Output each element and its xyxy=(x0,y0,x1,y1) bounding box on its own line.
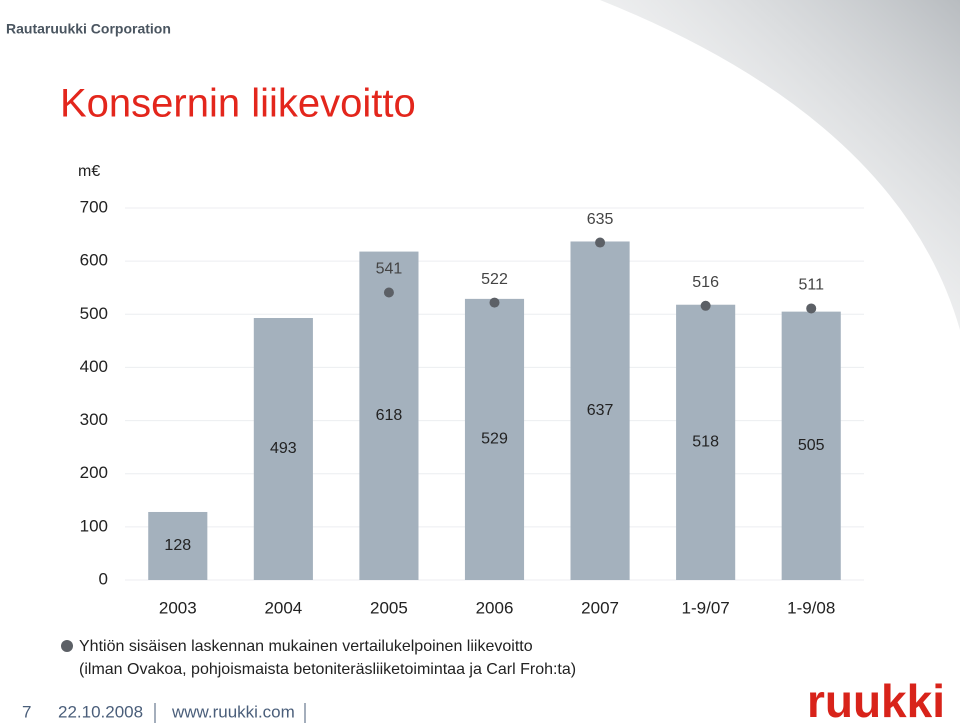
footer: 7 22.10.2008 www.ruukki.com xyxy=(22,702,306,723)
dot xyxy=(383,287,394,298)
y-tick-label: 200 xyxy=(80,463,108,482)
bar xyxy=(781,311,841,580)
dot xyxy=(595,237,606,248)
bar-value-label: 505 xyxy=(798,437,825,454)
y-tick-label: 400 xyxy=(80,357,108,376)
y-tick-label: 300 xyxy=(80,410,108,429)
bar-value-label: 637 xyxy=(587,402,614,419)
y-tick-label: 500 xyxy=(80,304,108,323)
legend-entry: Yhtiön sisäisen laskennan mukainen verta… xyxy=(79,638,533,655)
bar-value-label: 618 xyxy=(376,407,403,424)
dot-value-label: 516 xyxy=(692,274,719,291)
dot xyxy=(700,300,711,311)
bar xyxy=(359,251,419,580)
bar xyxy=(570,241,630,581)
y-axis-label: m€ xyxy=(78,163,100,180)
url: www.ruukki.com xyxy=(171,702,295,721)
y-tick-label: 0 xyxy=(99,569,108,588)
company: Rautaruukki Corporation xyxy=(6,21,171,37)
bar-value-label: 529 xyxy=(481,431,508,448)
bar-value-label: 128 xyxy=(164,537,191,554)
dot xyxy=(806,303,817,314)
dot-value-label: 522 xyxy=(481,271,508,288)
dot-value-label: 635 xyxy=(587,211,614,228)
x-tick-label: 1-9/08 xyxy=(787,598,835,617)
bar xyxy=(464,298,525,580)
dot-value-label: 541 xyxy=(376,261,403,278)
logo: ruukki xyxy=(807,675,945,726)
bar xyxy=(148,511,208,580)
y-tick-label: 700 xyxy=(80,197,108,216)
legend-marker xyxy=(61,640,73,652)
bar xyxy=(253,318,313,580)
x-tick-label: 2003 xyxy=(159,598,197,617)
x-tick-label: 2004 xyxy=(264,598,302,617)
y-tick-label: 600 xyxy=(80,251,108,270)
legend-note: (ilman Ovakoa, pohjoismaista betoniteräs… xyxy=(79,661,576,678)
x-tick-label: 1-9/07 xyxy=(682,598,730,617)
decor xyxy=(600,0,960,330)
bar xyxy=(676,304,736,580)
page-number: 7 xyxy=(22,702,31,721)
bar-value-label: 493 xyxy=(270,440,297,457)
bar-value-label: 518 xyxy=(692,434,719,451)
y-tick-label: 100 xyxy=(80,516,108,535)
x-tick-label: 2006 xyxy=(476,598,514,617)
dot-value-label: 511 xyxy=(798,277,824,294)
chart-title: Konsernin liikevoitto xyxy=(60,82,416,126)
x-tick-label: 2005 xyxy=(370,598,408,617)
date: 22.10.2008 xyxy=(58,702,143,721)
dot xyxy=(489,297,500,308)
x-tick-label: 2007 xyxy=(581,598,619,617)
